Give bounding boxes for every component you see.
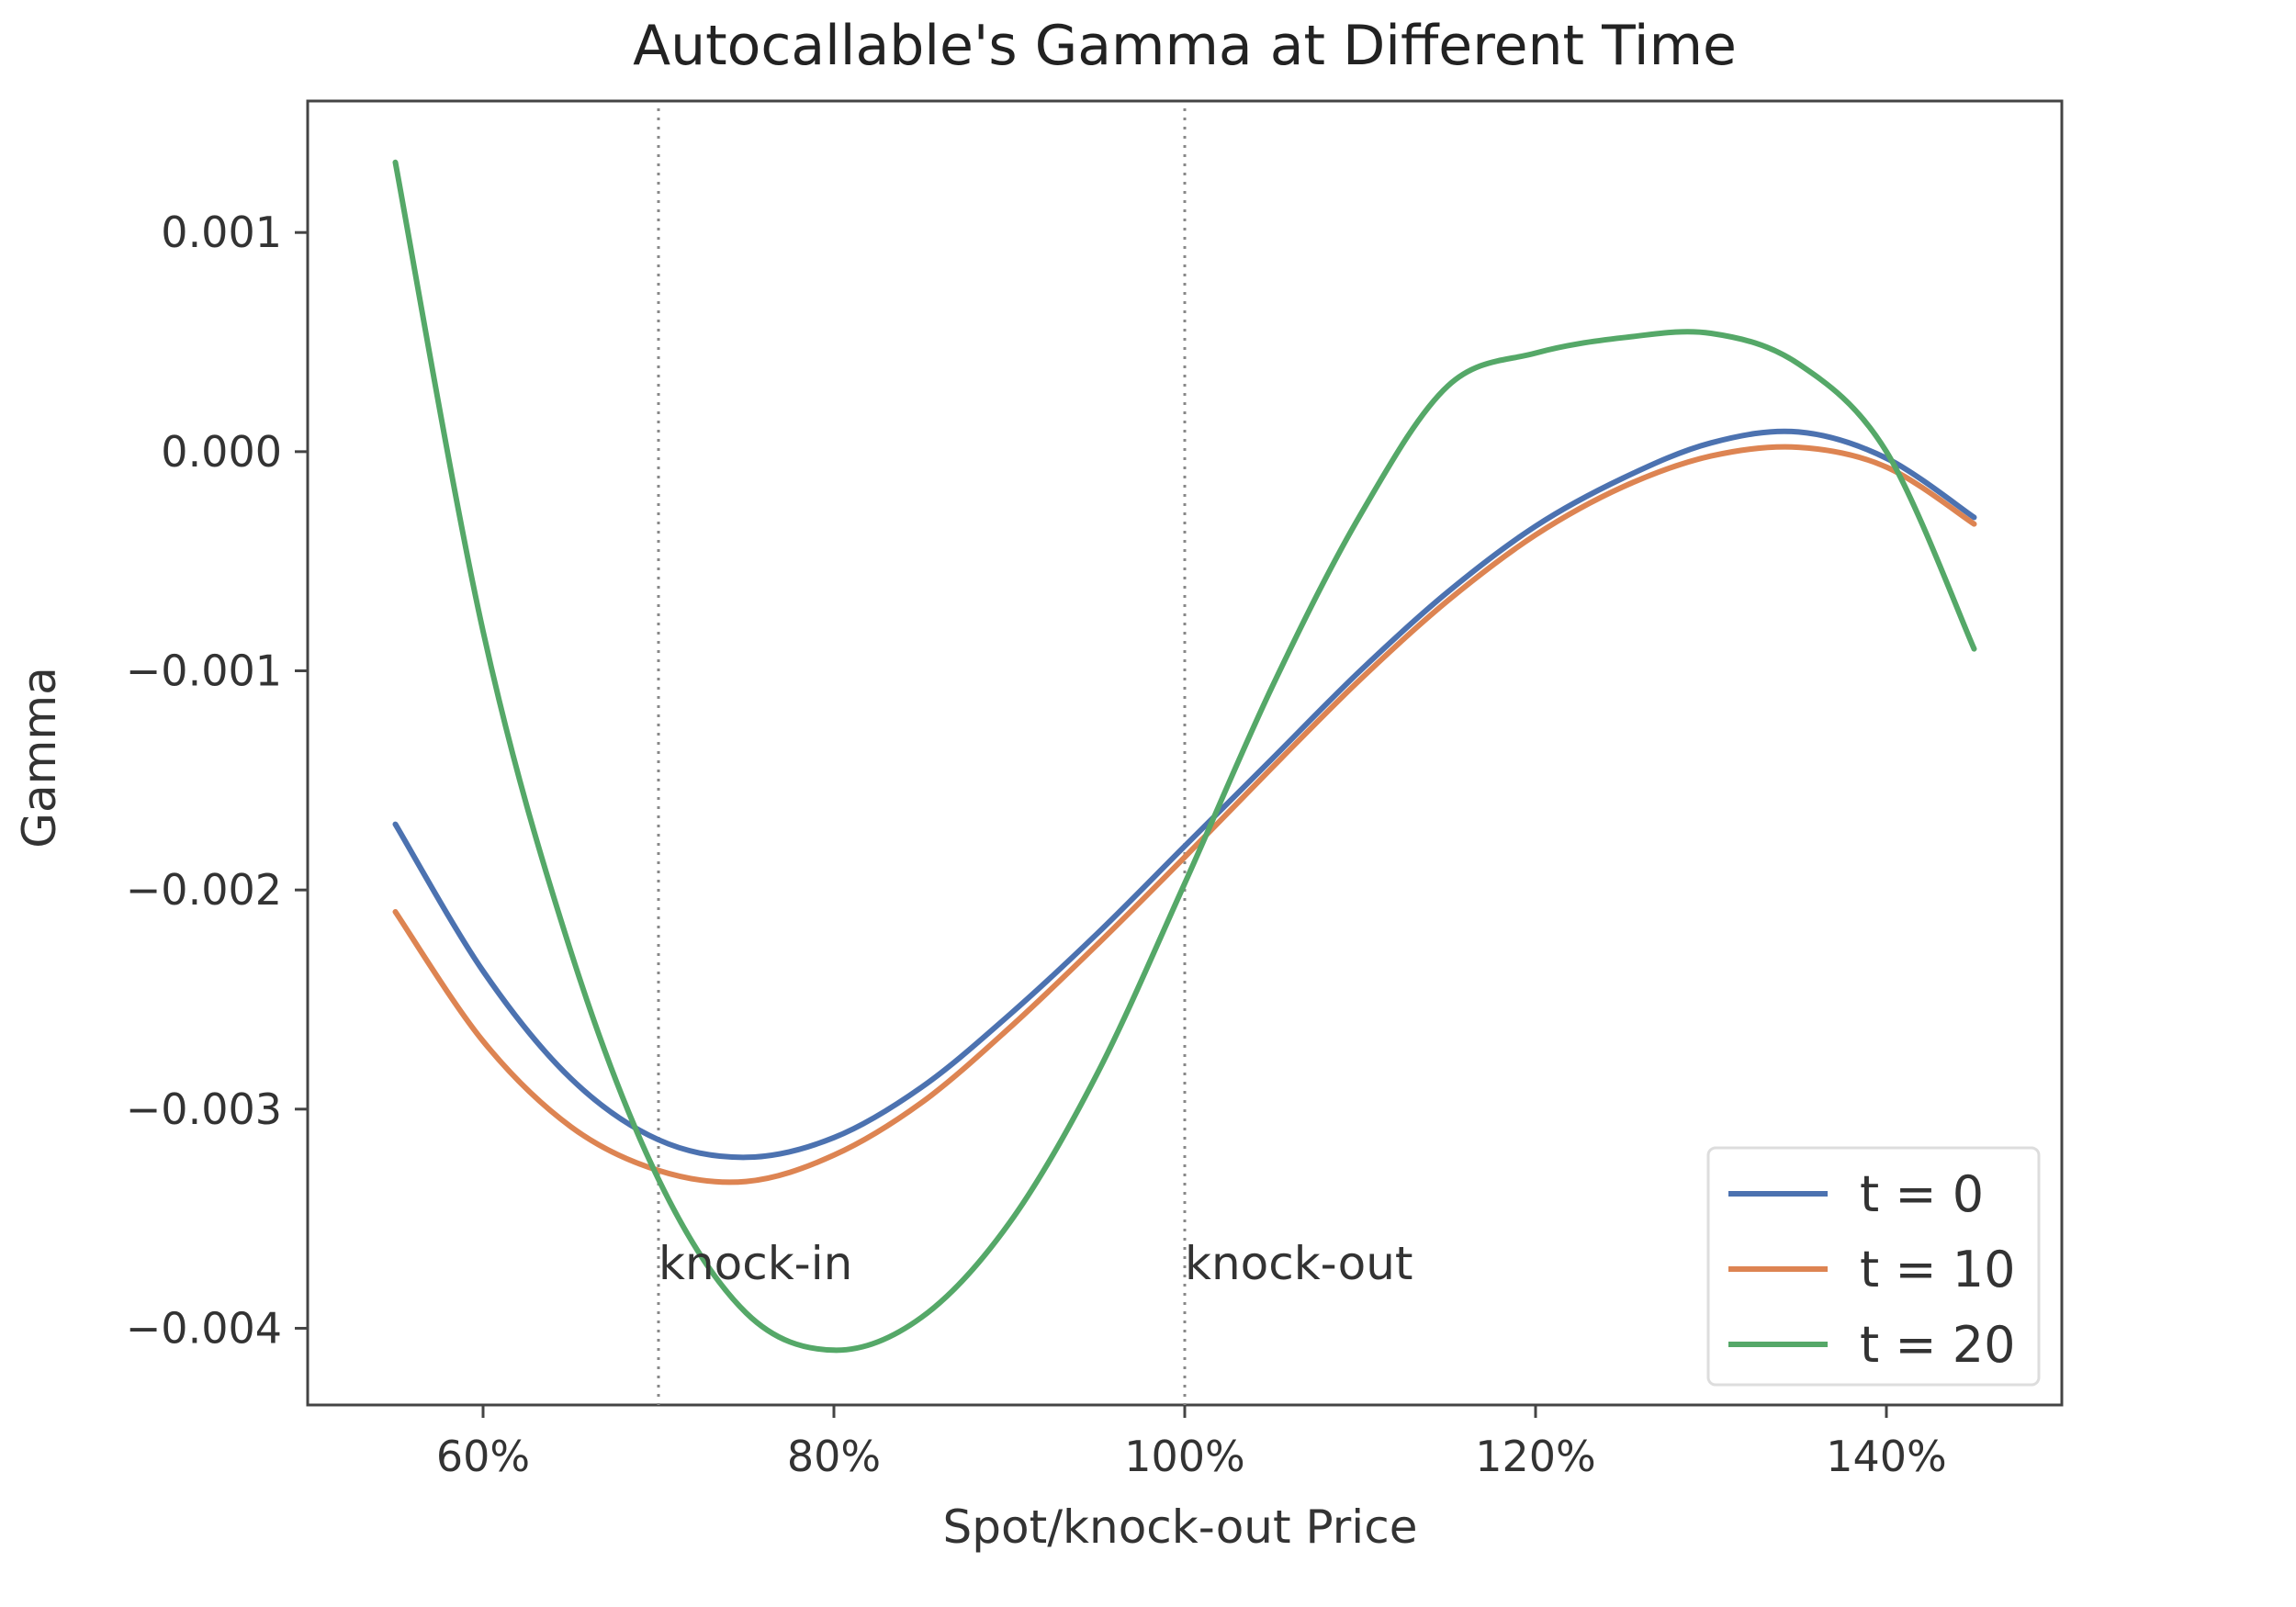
y-tick-label: 0.001 (161, 208, 282, 257)
x-tick-label: 140% (1826, 1432, 1947, 1481)
x-axis-title: Spot/knock-out Price (943, 1500, 1418, 1554)
y-tick-label: −0.004 (126, 1303, 282, 1353)
y-tick-label: 0.000 (161, 427, 282, 477)
annotation-knock-out: knock-out (1185, 1237, 1413, 1290)
y-axis: 0.001 0.000 −0.001 −0.002 −0.003 −0.004 (126, 208, 308, 1353)
annotation-knock-in: knock-in (658, 1237, 852, 1290)
legend-box (1706, 1146, 2041, 1387)
x-tick-label: 60% (436, 1432, 530, 1481)
x-tick-label: 80% (787, 1432, 881, 1481)
x-tick-label: 120% (1475, 1432, 1596, 1481)
y-tick-label: −0.002 (126, 865, 282, 915)
series-lines (392, 159, 1977, 1354)
legend-label-0: t = 0 (1860, 1165, 1984, 1223)
chart-title: Autocallable's Gamma at Different Time (633, 14, 1737, 78)
y-axis-title: Gamma (13, 667, 66, 848)
y-tick-label: −0.003 (126, 1084, 282, 1134)
x-tick-label: 100% (1124, 1432, 1245, 1481)
legend: t = 0 t = 10 t = 20 (1706, 1146, 2041, 1387)
y-tick-label: −0.001 (126, 646, 282, 696)
legend-label-2: t = 20 (1860, 1316, 2015, 1374)
annotations: knock-in knock-out (658, 1237, 1413, 1290)
plot-area: knock-in knock-out (306, 99, 2064, 1407)
series-line-1 (392, 444, 1977, 1186)
legend-label-1: t = 10 (1860, 1241, 2015, 1298)
series-line-2 (392, 159, 1977, 1354)
x-axis: 60% 80% 100% 120% 140% (436, 1405, 1947, 1481)
